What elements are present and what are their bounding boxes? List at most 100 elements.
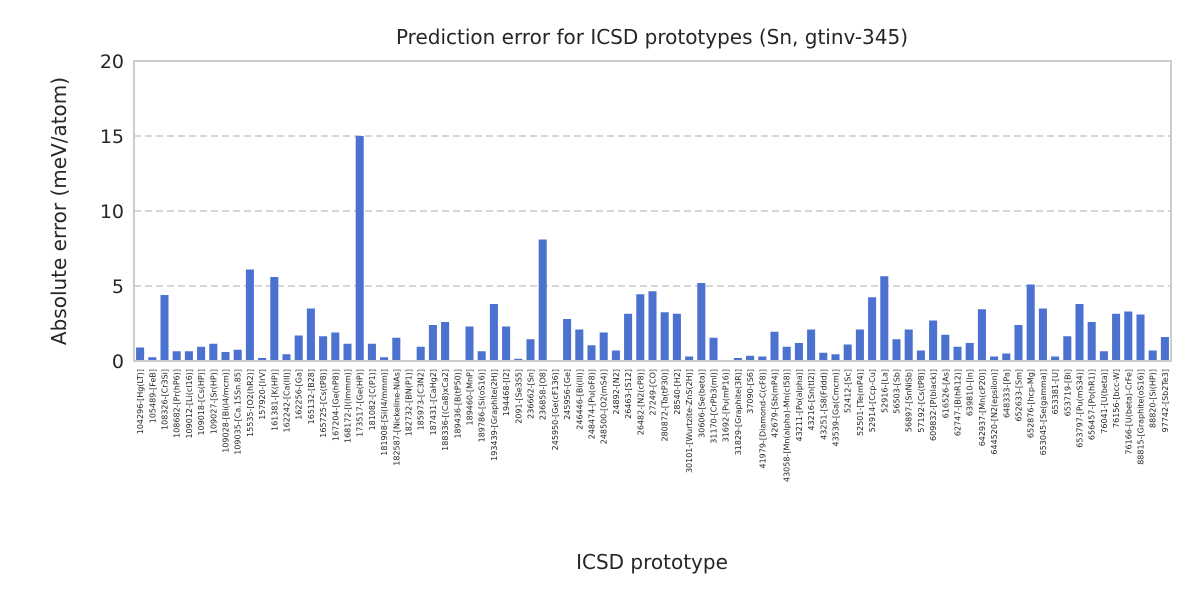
bar xyxy=(1051,356,1060,361)
x-tick-label: 26482-[N2(cP8)] xyxy=(636,369,645,435)
x-tick-label: 653381-[U] xyxy=(1051,369,1060,415)
x-tick-label: 88820-[Si(HP)] xyxy=(1149,369,1158,428)
x-tick-label: 248500-[O2(mS4)] xyxy=(600,369,609,444)
x-tick-label: 236662-[Sn] xyxy=(527,369,536,419)
bar xyxy=(380,357,389,361)
gridlines xyxy=(134,135,1171,287)
bar xyxy=(868,297,877,361)
bar xyxy=(197,346,206,361)
bar xyxy=(514,358,523,361)
x-tick-label: 43539-[Ga(Cmcm)] xyxy=(832,369,841,447)
x-tick-label: 43058-[Mn(alpha)-Mn(cI58)] xyxy=(783,369,792,482)
bar xyxy=(1063,336,1072,361)
bar xyxy=(221,352,230,361)
x-tick-label: 41979-[Diamond-C(cF8)] xyxy=(758,369,767,469)
x-tick-label: 194468-[I2] xyxy=(502,369,511,416)
x-tick-label: 37090-[S6] xyxy=(746,369,755,414)
x-tick-label: 652876-[hcp-Mg] xyxy=(1027,369,1036,438)
y-tick-label: 20 xyxy=(100,51,124,73)
bar xyxy=(831,354,840,361)
bar xyxy=(233,349,242,361)
x-tick-label: 609832-[P(black)] xyxy=(929,369,938,441)
bar xyxy=(672,313,681,361)
x-tick-label: 167204-[Ge(hP8)] xyxy=(331,369,340,441)
bar xyxy=(184,351,193,361)
bar xyxy=(526,339,535,361)
bar xyxy=(1075,304,1084,361)
bar xyxy=(636,294,645,361)
bar xyxy=(660,312,669,361)
bar xyxy=(465,326,474,361)
x-tick-label: 30101-[Wurtzite-ZnS(2H)] xyxy=(685,369,694,473)
bar xyxy=(502,326,511,361)
bar xyxy=(294,335,303,361)
x-tick-label: 26463-[S12] xyxy=(624,369,633,419)
bar xyxy=(319,336,328,361)
x-tick-label: 57192-[Cs(tP8)] xyxy=(917,369,926,433)
bar xyxy=(697,283,706,361)
bar xyxy=(624,313,633,361)
x-tick-label: 181908-[Si(I4/mmm)] xyxy=(380,369,389,456)
x-tick-label: 642937-[Mn(cP20)] xyxy=(978,369,987,446)
x-tick-label: 189460-[MnP] xyxy=(466,369,475,425)
chart-title: Prediction error for ICSD prototypes (Sn… xyxy=(396,25,908,49)
y-tick-label: 10 xyxy=(100,201,124,223)
x-tick-label: 236858-[O8] xyxy=(539,369,548,420)
bar xyxy=(270,277,279,361)
bar xyxy=(1026,284,1035,361)
bar xyxy=(819,352,828,361)
bar xyxy=(709,337,718,361)
x-tick-label: 108682-[Pr(hP6)] xyxy=(173,369,182,438)
bar xyxy=(160,295,169,361)
bar xyxy=(367,343,376,361)
x-tick-label: 161381-[K(HP)] xyxy=(270,369,279,431)
x-tick-label: 644520-[N2(epsilon)] xyxy=(990,369,999,455)
x-tick-label: 28540-[H2] xyxy=(673,369,682,415)
bar xyxy=(441,322,450,361)
x-tick-label: 52916-[La] xyxy=(880,369,889,413)
bar xyxy=(136,347,145,361)
bar xyxy=(1148,350,1157,361)
x-tick-label: 246446-[Bi(III)] xyxy=(575,369,584,430)
bar xyxy=(758,356,767,361)
x-tick-label: 182732-[BN(P1)] xyxy=(405,369,414,436)
x-tick-label: 76166-[U(beta)-CrFe] xyxy=(1124,369,1133,455)
bar xyxy=(1038,308,1047,361)
x-tick-label: 24892-[N2] xyxy=(612,369,621,415)
x-tick-label: 30606-[Se(beta)] xyxy=(697,369,706,438)
bar xyxy=(941,334,950,361)
x-tick-label: 105489-[FeB] xyxy=(148,369,157,423)
bar xyxy=(1160,337,1169,361)
bar xyxy=(892,339,901,361)
x-tick-label: 188336-[(Ca8)xCa2] xyxy=(441,369,450,451)
bar xyxy=(563,319,572,361)
x-tick-label: 185973-[C3N2] xyxy=(417,369,426,430)
x-tick-label: 165725-[Cs(tP8)] xyxy=(319,369,328,438)
x-tick-label: 182587-[Nickeline-NiAs] xyxy=(392,369,401,466)
x-tick-label: 616526-[As] xyxy=(941,369,950,418)
plot-frame xyxy=(133,60,1172,362)
bar xyxy=(306,308,315,361)
bar xyxy=(575,329,584,361)
x-tick-label: 656457-[Po(hR1)] xyxy=(1088,369,1097,440)
bar xyxy=(733,358,742,361)
x-tick-label: 109027-[Sr(HP)] xyxy=(209,369,218,434)
bar xyxy=(843,344,852,361)
bar xyxy=(282,354,291,361)
x-tick-label: 165132-[B28] xyxy=(307,369,316,424)
bar xyxy=(1087,322,1096,361)
y-tick-labels: 0 5 10 15 20 xyxy=(100,51,124,373)
bar xyxy=(855,329,864,361)
bar xyxy=(599,332,608,361)
bar xyxy=(1112,313,1121,361)
x-tick-label: 43216-[Sn(tI2)] xyxy=(807,369,816,431)
bar xyxy=(1002,353,1011,361)
x-tick-label: 189786-[Si(oS16)] xyxy=(478,369,487,442)
bar xyxy=(880,276,889,361)
x-tick-label: 157920-[IrV] xyxy=(258,369,267,420)
bar xyxy=(953,346,962,361)
x-tick-label: 653045-[Se(gamma)] xyxy=(1039,369,1048,455)
bars xyxy=(136,136,1169,361)
bar xyxy=(807,329,816,361)
x-tick-label: 97742-[Sb2Te3] xyxy=(1161,369,1170,432)
